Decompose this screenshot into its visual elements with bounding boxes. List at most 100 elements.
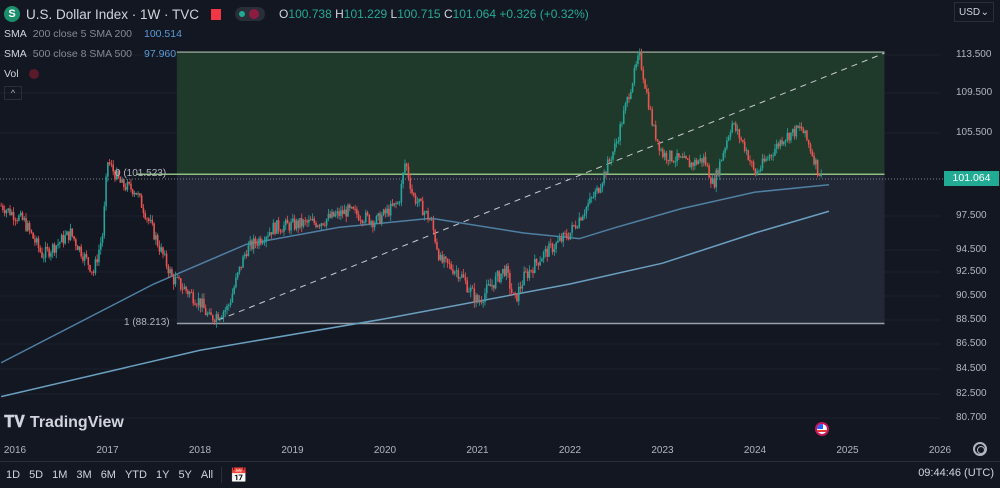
candle-body <box>535 259 538 263</box>
timeframe-ytd[interactable]: YTD <box>124 469 147 481</box>
candle-body <box>704 156 707 165</box>
ohlc-readout: O100.738 H101.229 L100.715 C101.064 +0.3… <box>279 7 589 21</box>
candle-body <box>256 243 259 246</box>
candle-body <box>580 217 582 221</box>
timeframe-all[interactable]: All <box>200 469 214 481</box>
close-label: C <box>443 7 453 21</box>
candle-body <box>71 228 74 237</box>
timeframe-1d[interactable]: 1D <box>6 469 21 481</box>
candle-body <box>195 304 198 306</box>
candle-body <box>407 166 410 179</box>
time-tick-label: 2023 <box>651 445 674 456</box>
candle-body <box>233 287 235 294</box>
candle-body <box>701 158 703 163</box>
candle-body <box>797 125 799 129</box>
candle-body <box>43 257 45 259</box>
candle-body <box>210 312 212 316</box>
candle-body <box>642 69 645 80</box>
candle-body <box>160 247 163 252</box>
flag-icon[interactable] <box>211 8 222 20</box>
candle-body <box>171 269 173 276</box>
candle-body <box>628 97 630 99</box>
candle-body <box>565 233 568 238</box>
candle-body <box>437 249 440 260</box>
candle-body <box>541 258 543 262</box>
candle-body <box>603 171 605 184</box>
candle-body <box>236 272 239 278</box>
price-tick-label: 94.500 <box>956 244 987 255</box>
candle-body <box>557 240 559 243</box>
indicator-volume[interactable]: Vol <box>4 64 589 84</box>
symbol-title[interactable]: U.S. Dollar Index · 1W · TVC <box>26 6 200 22</box>
indicator-sma200[interactable]: SMA 200 close 5 SMA 200 100.514 <box>4 24 589 44</box>
candle-body <box>471 287 474 289</box>
candle-body <box>562 232 565 242</box>
candle-body <box>315 222 317 227</box>
candle-body <box>366 212 369 215</box>
candle-body <box>220 317 223 318</box>
economic-event-icon[interactable] <box>815 422 829 436</box>
collapse-legend-button[interactable]: ^ <box>4 86 22 100</box>
candle-body <box>786 132 789 140</box>
candle-body <box>519 287 522 289</box>
candle-body <box>99 242 102 250</box>
candle-body <box>685 156 687 159</box>
candle-body <box>356 209 358 215</box>
tradingview-logo[interactable]: 𝐓𝐕 TradingView <box>4 414 124 432</box>
candle-body <box>260 238 262 244</box>
indicator-sma500[interactable]: SMA 500 close 8 SMA 500 97.960 <box>4 44 589 64</box>
candle-body <box>758 170 760 172</box>
candle-body <box>158 245 161 252</box>
candle-body <box>10 212 13 215</box>
candle-body <box>53 244 56 253</box>
candle-body <box>112 164 114 172</box>
candle-body <box>574 225 577 229</box>
candle-body <box>41 251 43 258</box>
time-tick-label: 2017 <box>96 445 119 456</box>
time-tick-label: 2016 <box>3 445 27 456</box>
candle-body <box>197 298 200 306</box>
fib-level-0-label: 0 (101.523) <box>115 168 167 179</box>
candle-body <box>153 223 155 240</box>
candle-body <box>679 156 682 158</box>
candle-body <box>155 235 157 240</box>
settings-icon[interactable] <box>973 442 987 456</box>
candle-body <box>813 155 815 165</box>
time-tick-label: 2020 <box>373 445 397 456</box>
time-tick-label: 2024 <box>743 445 767 456</box>
candle-body <box>149 219 152 221</box>
candle-body <box>375 215 378 224</box>
candle-body <box>397 202 399 204</box>
fib-level-1-label: 1 (88.213) <box>124 317 170 328</box>
candle-body <box>528 270 531 279</box>
clock[interactable]: 09:44:46 (UTC) <box>918 467 994 479</box>
timeframe-1y[interactable]: 1Y <box>155 469 170 481</box>
candle-body <box>9 208 11 215</box>
candle-body <box>670 150 673 162</box>
candle-body <box>622 110 625 124</box>
low-value: 100.715 <box>397 7 441 21</box>
hidden-icon[interactable] <box>28 69 39 79</box>
candle-body <box>567 237 570 240</box>
timeframe-3m[interactable]: 3M <box>76 469 92 481</box>
candle-body <box>313 218 316 223</box>
price-tick-label: 97.500 <box>956 210 987 221</box>
open-label: O <box>279 7 289 21</box>
goto-date-icon[interactable]: 📅 <box>230 466 248 483</box>
timeframe-1m[interactable]: 1M <box>52 469 68 481</box>
candle-body <box>165 253 168 267</box>
timeframe-5d[interactable]: 5D <box>29 469 44 481</box>
candle-body <box>525 271 527 273</box>
timeframe-5y[interactable]: 5Y <box>178 469 192 481</box>
candle-body <box>726 140 728 149</box>
candle-body <box>222 311 225 318</box>
currency-select[interactable]: USD ⌄ <box>954 2 994 22</box>
candle-body <box>635 64 637 68</box>
market-status-toggle[interactable] <box>235 7 266 21</box>
timeframe-6m[interactable]: 6M <box>100 469 116 481</box>
candle-body <box>678 153 680 158</box>
candle-body <box>105 176 107 207</box>
divider <box>221 467 223 483</box>
candle-body <box>544 248 547 253</box>
